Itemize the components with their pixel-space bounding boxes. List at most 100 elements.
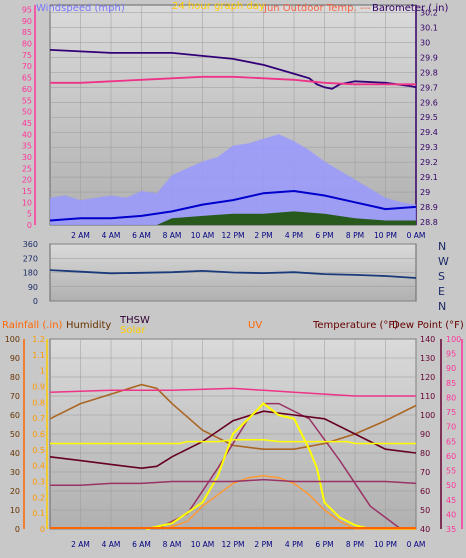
windspeed-tick: 50 [22,108,32,117]
direction-tick: 180 [23,269,38,278]
series-thsw [156,402,416,530]
time-tick-bottom: 8 PM [346,540,364,549]
barometer-tick: 29.6 [420,98,438,107]
barometer-tick: 29.5 [420,113,438,122]
windspeed-tick: 80 [22,40,32,49]
time-tick-bottom: 4 AM [102,540,121,549]
dewpoint-tick: 55 [446,467,456,476]
rainfall-tick: 60 [10,411,20,420]
windspeed-tick: 15 [22,187,32,196]
temperature-label: Temperature (°F) [312,320,398,331]
temperature-tick: 80 [420,449,430,458]
windspeed-tick: 95 [22,6,32,15]
barometer-tick: 29.2 [420,158,438,167]
compass-n-bottom: N [438,300,446,313]
windspeed-tick: 5 [27,210,32,219]
temperature-tick: 40 [420,525,430,534]
series-solar [50,438,416,445]
windspeed-tick: 85 [22,28,32,37]
humidity-tick: 0.5 [32,446,45,455]
barometer-tick: 29.4 [420,128,438,137]
rainfall-tick: 70 [10,392,20,401]
windspeed-tick: 60 [22,85,32,94]
dewpoint-tick: 80 [446,393,456,402]
uv-label: UV [248,320,262,331]
barometer-tick: 29 [420,188,430,197]
humidity-tick: 0.8 [32,398,45,407]
windspeed-tick: 10 [22,198,32,207]
humidity-tick: 1 [40,367,45,376]
series-wind-direction [49,269,417,279]
dewpoint-tick: 85 [446,379,456,388]
barometer-tick: 28.8 [420,218,438,227]
time-tick-top: 8 AM [163,231,182,240]
rainfall-tick: 40 [10,449,20,458]
temperature-tick: 110 [420,392,435,401]
barometer-tick: 30 [420,38,430,47]
rainfall-tick: 30 [10,468,20,477]
temperature-tick: 100 [420,411,435,420]
series-uv [164,475,416,530]
series-barometer [49,49,417,90]
windspeed-tick: 70 [22,62,32,71]
time-tick-top: 8 PM [346,231,364,240]
time-tick-top: 0 AM [407,231,426,240]
series-dark-temp [49,410,417,470]
barometer-tick: 29.8 [420,68,438,77]
dewpoint-label: Dew Point (°F) [392,320,464,331]
series-wind-low [50,211,416,225]
time-tick-top: 6 PM [315,231,333,240]
dewpoint-tick: 100 [446,335,461,344]
windspeed-tick: 20 [22,176,32,185]
time-tick-bottom: 0 AM [407,540,426,549]
dewpoint-tick: 90 [446,364,456,373]
humidity-tick: 0.7 [32,414,45,423]
barometer-tick: 29.9 [420,53,438,62]
series-wind-gust [50,134,416,225]
direction-tick: 360 [23,240,38,249]
barometer-tick: 28.9 [420,203,438,212]
windspeed-label: Windspeed (mph) [36,3,125,14]
rainfall-tick: 80 [10,373,20,382]
barometer-tick: 29.1 [420,173,438,182]
temperature-tick: 50 [420,506,430,515]
humidity-tick: 0.6 [32,430,45,439]
humidity-tick: 0.1 [32,509,45,518]
humidity-tick: 1.1 [32,351,45,360]
time-tick-bottom: 2 AM [71,540,90,549]
dewpoint-tick: 70 [446,423,456,432]
rainfall-label: Rainfall (.in) [2,320,63,331]
time-tick-bottom: 2 PM [254,540,272,549]
rainfall-tick: 90 [10,354,20,363]
time-tick-bottom: 10 AM [191,540,215,549]
compass-w: W [438,255,449,268]
direction-tick: 270 [23,254,38,263]
barometer-tick: 29.7 [420,83,438,92]
windspeed-tick: 0 [27,221,32,230]
rainfall-tick: 20 [10,487,20,496]
direction-tick: 0 [33,297,38,306]
time-tick-bottom: 4 PM [285,540,303,549]
time-tick-top: 2 AM [71,231,90,240]
tick-labels: 28.8 28.9 29 29.1 29.2 29.3 29.4 29.5 29.6 29.7 29… [5,6,462,549]
barometer-tick: 30.2 [420,8,438,17]
windspeed-tick: 75 [22,51,32,60]
humidity-tick: 0.4 [32,462,45,471]
series-wind-avg [49,189,417,222]
windspeed-tick: 55 [22,96,32,105]
direction-tick: 90 [28,283,38,292]
humidity-label: Humidity [66,320,111,331]
dewpoint-tick: 60 [446,452,456,461]
windspeed-tick: 35 [22,142,32,151]
time-tick-top: 4 PM [285,231,303,240]
barometer-tick: 30.1 [420,23,438,32]
time-tick-top: 6 AM [132,231,151,240]
windspeed-tick: 45 [22,119,32,128]
time-tick-bottom: 6 AM [132,540,151,549]
temperature-tick: 140 [420,335,435,344]
temperature-tick: 60 [420,487,430,496]
temperature-tick: 90 [420,430,430,439]
rainfall-tick: 0 [15,525,20,534]
windspeed-tick: 40 [22,130,32,139]
